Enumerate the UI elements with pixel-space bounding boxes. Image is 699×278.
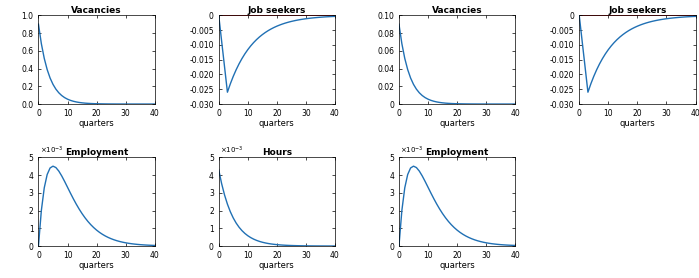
X-axis label: quarters: quarters: [259, 119, 295, 128]
X-axis label: quarters: quarters: [79, 261, 115, 270]
Title: Employment: Employment: [426, 148, 489, 157]
X-axis label: quarters: quarters: [439, 261, 475, 270]
X-axis label: quarters: quarters: [79, 119, 115, 128]
Title: Job seekers: Job seekers: [608, 6, 667, 14]
Title: Employment: Employment: [65, 148, 129, 157]
Title: Hours: Hours: [262, 148, 292, 157]
Text: $\times10^{-3}$: $\times10^{-3}$: [400, 145, 424, 157]
Title: Job seekers: Job seekers: [247, 6, 306, 14]
Title: Vacancies: Vacancies: [71, 6, 122, 14]
Text: $\times10^{-3}$: $\times10^{-3}$: [40, 145, 64, 157]
X-axis label: quarters: quarters: [259, 261, 295, 270]
Title: Vacancies: Vacancies: [432, 6, 482, 14]
Text: $\times10^{-3}$: $\times10^{-3}$: [220, 145, 243, 157]
X-axis label: quarters: quarters: [439, 119, 475, 128]
X-axis label: quarters: quarters: [619, 119, 655, 128]
